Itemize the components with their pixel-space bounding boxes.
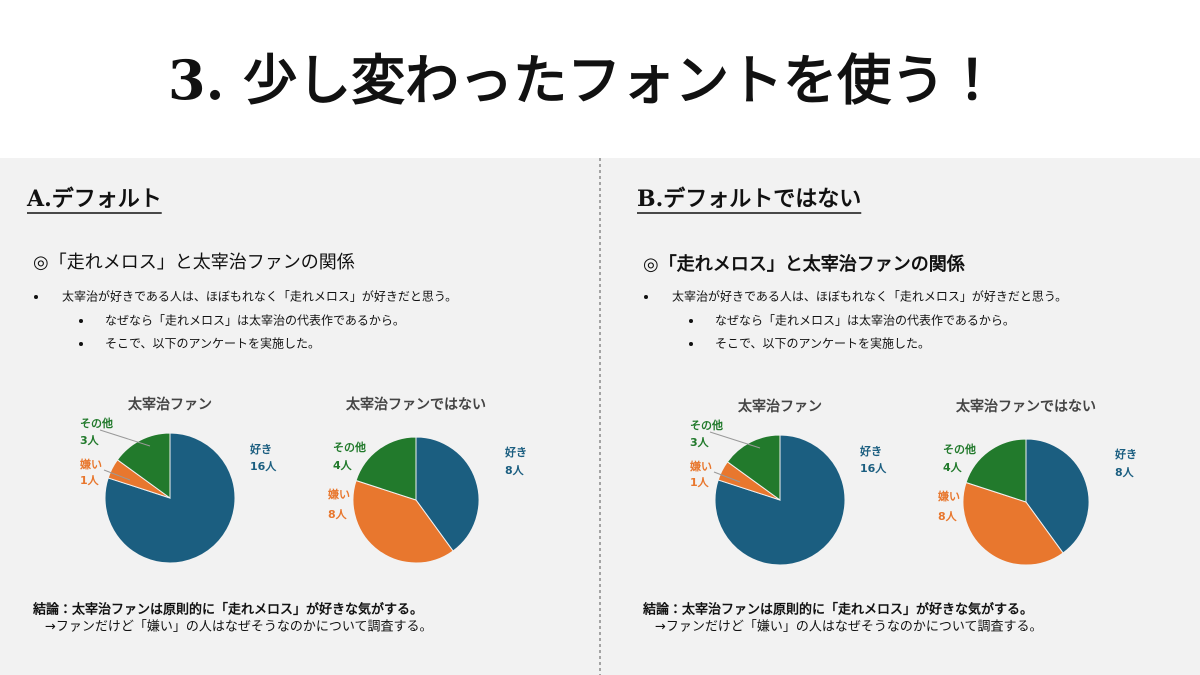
slice-value-label: 4人 (943, 461, 963, 474)
slice-value-label: 3人 (690, 436, 710, 449)
pie-slice (104, 432, 236, 564)
chart-title: 太宰治ファン (127, 396, 212, 413)
slice-value-label: 8人 (328, 508, 348, 521)
slice-value-label: 4人 (333, 459, 353, 472)
conclusion: 結論：太宰治ファンは原則的に「走れメロス」が好きな気がする。 (642, 602, 1033, 618)
pie-slice (355, 436, 417, 501)
slice-value-label: 1人 (80, 474, 100, 487)
bullet-dot (79, 342, 83, 346)
bullet-dot (689, 319, 693, 323)
sub-bullet: そこで、以下のアンケートを実施した。 (105, 337, 320, 351)
panel: B.デフォルトではない ◎「走れメロス」と太宰治ファンの関係太宰治が好きである人は… (637, 186, 1137, 635)
bullet: 太宰治が好きである人は、ほぼもれなく「走れメロス」が好きだと思う。 (672, 289, 1067, 304)
panel-heading: B.デフォルトではない (637, 186, 861, 212)
slice-value-label: 8人 (938, 510, 958, 523)
slice-label: 嫌い (938, 489, 960, 503)
slide-title: 3. 少し変わったフォントを使う！ (168, 48, 999, 112)
conclusion: →ファンだけど「嫌い」の人はなぜそうなのかについて調査する。 (655, 620, 1043, 635)
chart-title: 太宰治ファンではない (345, 396, 486, 413)
slice-label: その他 (80, 416, 113, 430)
chart-title: 太宰治ファン (737, 398, 822, 415)
slice-label: その他 (690, 418, 723, 432)
subheading: ◎「走れメロス」と太宰治ファンの関係 (643, 253, 966, 275)
bullet-dot (689, 342, 693, 346)
sub-bullet: なぜなら「走れメロス」は太宰治の代表作であるから。 (715, 313, 1015, 328)
slice-value-label: 8人 (505, 464, 525, 477)
slice-value-label: 8人 (1115, 466, 1135, 479)
pie-slice (714, 434, 846, 566)
slice-label: 好き (505, 445, 527, 459)
bullet-dot (34, 295, 38, 299)
subheading: ◎「走れメロス」と太宰治ファンの関係 (33, 252, 355, 273)
sub-bullet: そこで、以下のアンケートを実施した。 (715, 337, 930, 351)
slice-label: 嫌い (80, 457, 102, 471)
pie-slice (1025, 438, 1090, 554)
pie-slice (962, 481, 1064, 566)
leader-line (713, 471, 741, 483)
leader-line (99, 429, 151, 447)
pie-slice (965, 438, 1027, 503)
slice-value-label: 1人 (690, 476, 710, 489)
panel: A.デフォルト ◎「走れメロス」と太宰治ファンの関係太宰治が好きである人は、ほぼも… (26, 186, 527, 635)
chart-title: 太宰治ファンではない (955, 398, 1096, 415)
slice-label: その他 (333, 440, 366, 454)
pie-slice (726, 434, 781, 501)
conclusion: →ファンだけど「嫌い」の人はなぜそうなのかについて調査する。 (45, 620, 433, 635)
slice-label: 好き (250, 442, 272, 456)
leader-line (709, 431, 761, 449)
pie-slice (116, 432, 171, 499)
slice-label: 好き (860, 444, 882, 458)
bullet-dot (79, 319, 83, 323)
slice-value-label: 3人 (80, 434, 100, 447)
slice-label: 好き (1115, 447, 1137, 461)
slice-value-label: 16人 (860, 462, 887, 475)
bullet-dot (644, 295, 648, 299)
sub-bullet: なぜなら「走れメロス」は太宰治の代表作であるから。 (105, 313, 405, 328)
slice-value-label: 16人 (250, 460, 277, 473)
panel-heading: A.デフォルト (26, 186, 162, 212)
slice-label: 嫌い (690, 459, 712, 473)
bullet: 太宰治が好きである人は、ほぼもれなく「走れメロス」が好きだと思う。 (62, 289, 457, 304)
pie-slice (415, 436, 480, 552)
conclusion: 結論：太宰治ファンは原則的に「走れメロス」が好きな気がする。 (32, 602, 423, 618)
pie-slice (352, 479, 454, 564)
slice-label: 嫌い (328, 487, 350, 501)
leader-line (103, 469, 131, 481)
slice-label: その他 (943, 442, 976, 456)
